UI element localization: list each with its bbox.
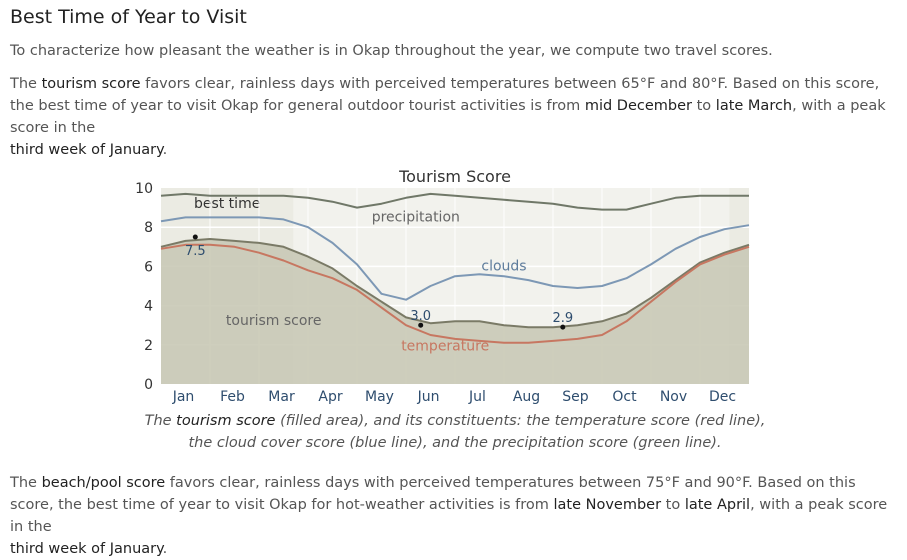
best-time-end: late March [715, 98, 793, 114]
beach-time-end: late April [684, 497, 751, 513]
beach-score-term: beach/pool score [41, 475, 166, 491]
annotation-label: 7.5 [185, 244, 206, 259]
text: to [692, 98, 716, 114]
caption-score-term: tourism score [176, 413, 276, 429]
y-tick-label: 8 [144, 220, 153, 236]
chart-title: Tourism Score [398, 167, 511, 186]
text: The [10, 475, 42, 491]
tourism-paragraph: The tourism score favors clear, rainless… [10, 73, 895, 161]
tourism-score-line [160, 238, 750, 329]
text: The [10, 76, 42, 92]
y-tick-label: 10 [135, 181, 153, 197]
annotation-point [418, 322, 424, 328]
x-tick-label: Jul [468, 389, 486, 405]
text: . [162, 142, 168, 158]
text: to [661, 497, 685, 513]
x-tick-label: Apr [318, 389, 342, 405]
text: favors clear, rainless days with perceiv… [10, 475, 856, 513]
x-tick-label: Aug [513, 389, 540, 405]
x-tick-label: Jan [172, 389, 195, 405]
annotation-point [192, 234, 198, 240]
x-tick-label: Oct [612, 389, 637, 405]
beach-paragraph: The beach/pool score favors clear, rainl… [10, 472, 895, 560]
best-time-label: best time [194, 196, 260, 212]
x-tick-label: Mar [268, 389, 295, 405]
x-tick-label: Sep [562, 389, 589, 405]
best-time-start: mid December [584, 98, 693, 114]
y-tick-label: 2 [144, 338, 153, 354]
text: , with a peak score in the [10, 98, 886, 136]
annotation-label: 2.9 [552, 311, 573, 326]
x-tick-label: Feb [220, 389, 245, 405]
tourism-score-area [161, 239, 749, 384]
clouds-line [160, 216, 750, 301]
section-heading: Best Time of Year to Visit [10, 6, 247, 28]
temperature-line [160, 243, 750, 344]
precipitation-line [160, 192, 749, 211]
annotation-label: 3.0 [410, 309, 431, 324]
beach-time-start: late November [553, 497, 662, 513]
peak-time: third week of January [10, 142, 163, 158]
x-tick-label: Dec [709, 389, 736, 405]
text: , with a peak score in the [10, 497, 888, 535]
precipitation-label: precipitation [372, 209, 460, 225]
x-tick-label: Nov [660, 389, 687, 405]
text: (filled area), and its constituents: the… [188, 413, 766, 451]
clouds-label: clouds [481, 258, 526, 274]
tourism-score-label: tourism score [226, 313, 322, 329]
y-tick-label: 0 [144, 377, 153, 393]
annotation-point [560, 324, 566, 330]
text: favors clear, rainless days with perceiv… [10, 76, 880, 114]
temperature-label: temperature [401, 339, 489, 355]
y-tick-label: 6 [144, 259, 153, 275]
chart-caption: The tourism score (filled area), and its… [140, 410, 770, 454]
y-tick-label: 4 [144, 299, 153, 315]
beach-peak-time: third week of January [10, 541, 163, 557]
x-tick-label: May [365, 389, 394, 405]
tourism-score-term: tourism score [41, 76, 141, 92]
x-tick-label: Jun [417, 389, 440, 405]
intro-paragraph: To characterize how pleasant the weather… [10, 43, 773, 59]
text: . [162, 541, 168, 557]
text: The [144, 413, 177, 429]
